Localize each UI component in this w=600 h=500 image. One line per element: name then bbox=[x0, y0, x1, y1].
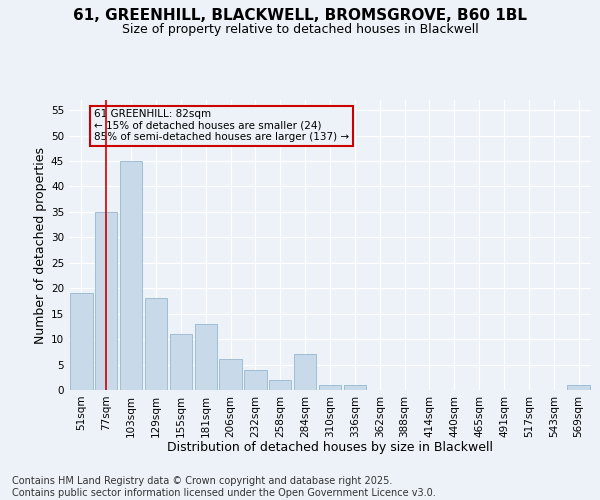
Text: 61 GREENHILL: 82sqm
← 15% of detached houses are smaller (24)
85% of semi-detach: 61 GREENHILL: 82sqm ← 15% of detached ho… bbox=[94, 109, 349, 142]
Bar bbox=[145, 298, 167, 390]
Bar bbox=[269, 380, 292, 390]
Text: 61, GREENHILL, BLACKWELL, BROMSGROVE, B60 1BL: 61, GREENHILL, BLACKWELL, BROMSGROVE, B6… bbox=[73, 8, 527, 22]
Bar bbox=[319, 385, 341, 390]
X-axis label: Distribution of detached houses by size in Blackwell: Distribution of detached houses by size … bbox=[167, 441, 493, 454]
Bar bbox=[170, 334, 192, 390]
Bar bbox=[294, 354, 316, 390]
Text: Contains HM Land Registry data © Crown copyright and database right 2025.
Contai: Contains HM Land Registry data © Crown c… bbox=[12, 476, 436, 498]
Bar bbox=[120, 161, 142, 390]
Bar bbox=[244, 370, 266, 390]
Bar bbox=[194, 324, 217, 390]
Bar bbox=[95, 212, 118, 390]
Bar bbox=[70, 294, 92, 390]
Bar bbox=[568, 385, 590, 390]
Bar bbox=[344, 385, 366, 390]
Bar bbox=[220, 360, 242, 390]
Text: Size of property relative to detached houses in Blackwell: Size of property relative to detached ho… bbox=[122, 22, 478, 36]
Y-axis label: Number of detached properties: Number of detached properties bbox=[34, 146, 47, 344]
